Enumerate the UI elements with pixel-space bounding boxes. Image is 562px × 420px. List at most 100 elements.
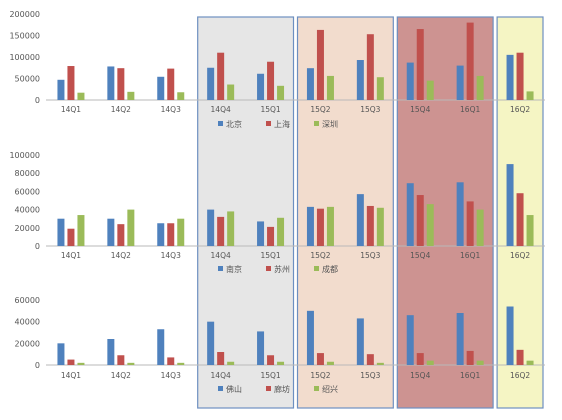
bar-15q2-series-1 xyxy=(306,206,314,246)
x-tick-label: 14Q3 xyxy=(161,371,181,380)
y-tick-label: 60000 xyxy=(15,296,40,305)
bar-15q3-series-1 xyxy=(356,318,364,365)
bar-15q4-series-1 xyxy=(406,62,414,100)
bar-15q4-series-2 xyxy=(416,29,424,100)
x-tick-label: 14Q2 xyxy=(111,371,131,380)
bar-15q4-series-3 xyxy=(426,360,434,365)
legend-swatch xyxy=(314,386,319,391)
panel-1: 0 50000 100000 150000 200000 14Q1 14Q2 14Q3 14Q4… xyxy=(9,10,545,129)
bar-15q2-series-1 xyxy=(306,68,314,100)
y-tick-label: 80000 xyxy=(15,169,40,178)
bar-16q2-series-3 xyxy=(526,91,534,100)
x-tick-label: 14Q2 xyxy=(111,105,131,114)
x-tick-label: 14Q4 xyxy=(211,371,231,380)
x-tick-label: 14Q1 xyxy=(61,371,81,380)
bar-14q2-series-2 xyxy=(117,68,125,100)
x-tick-label: 14Q4 xyxy=(211,251,231,260)
bar-16q1-series-1 xyxy=(456,313,464,365)
legend-label: 北京 xyxy=(226,119,242,129)
bar-14q4-series-1 xyxy=(207,209,215,246)
x-tick-label: 16Q1 xyxy=(460,251,480,260)
x-tick-label: 15Q1 xyxy=(260,105,280,114)
bar-14q1-series-1 xyxy=(57,218,65,246)
bar-14q3-series-1 xyxy=(157,329,165,365)
y-tick-label: 20000 xyxy=(15,224,40,233)
bar-14q3-series-2 xyxy=(167,223,175,246)
bar-15q3-series-1 xyxy=(356,60,364,100)
x-tick-label: 15Q1 xyxy=(260,251,280,260)
legend-label: 成都 xyxy=(322,264,338,274)
bar-16q1-series-3 xyxy=(476,75,484,100)
bar-14q2-series-1 xyxy=(107,66,115,100)
bar-14q4-series-2 xyxy=(217,52,225,100)
x-tick-label: 15Q2 xyxy=(310,371,330,380)
bar-16q2-series-1 xyxy=(506,164,514,246)
y-tick-label: 100000 xyxy=(9,151,40,160)
bar-16q2-series-2 xyxy=(516,52,524,100)
legend-swatch xyxy=(266,266,271,271)
bar-15q4-series-3 xyxy=(426,80,434,100)
bar-15q4-series-1 xyxy=(406,183,414,246)
bar-14q3-series-3 xyxy=(177,362,185,365)
bar-15q2-series-2 xyxy=(316,208,324,246)
bar-14q4-series-2 xyxy=(217,352,225,365)
bar-16q1-series-2 xyxy=(466,22,474,101)
bar-14q3-series-2 xyxy=(167,357,175,365)
legend-swatch xyxy=(218,266,223,271)
bar-14q2-series-3 xyxy=(127,362,135,365)
x-tick-label: 15Q3 xyxy=(360,371,380,380)
bar-15q3-series-2 xyxy=(366,205,374,246)
bar-15q4-series-1 xyxy=(406,315,414,365)
legend-swatch xyxy=(218,386,223,391)
bar-14q4-series-1 xyxy=(207,67,215,100)
x-tick-label: 15Q3 xyxy=(360,105,380,114)
y-tick-label: 40000 xyxy=(15,318,40,327)
x-tick-label: 14Q3 xyxy=(161,251,181,260)
bar-14q1-series-2 xyxy=(67,359,75,365)
bar-15q1-series-1 xyxy=(257,331,265,365)
bar-16q2-series-1 xyxy=(506,54,514,100)
x-tick-label: 15Q4 xyxy=(410,371,430,380)
bar-14q3-series-2 xyxy=(167,68,175,100)
y-tick-label: 150000 xyxy=(9,32,40,41)
x-tick-label: 14Q4 xyxy=(211,105,231,114)
bar-15q4-series-2 xyxy=(416,353,424,365)
legend-swatch xyxy=(266,121,271,126)
bar-14q4-series-3 xyxy=(227,361,235,365)
bar-16q2-series-3 xyxy=(526,215,534,246)
bar-14q2-series-2 xyxy=(117,355,125,365)
bar-16q2-series-1 xyxy=(506,306,514,365)
bar-16q1-series-2 xyxy=(466,350,474,365)
x-tick-label: 15Q2 xyxy=(310,105,330,114)
bar-16q2-series-2 xyxy=(516,349,524,365)
bar-14q1-series-3 xyxy=(77,362,85,365)
bar-14q1-series-2 xyxy=(67,228,75,246)
legend: 南京 苏州 成都 xyxy=(218,264,338,274)
bar-14q1-series-3 xyxy=(77,92,85,100)
legend-label: 廊坊 xyxy=(274,384,290,394)
bar-15q3-series-3 xyxy=(376,77,384,100)
y-tick-label: 40000 xyxy=(15,206,40,215)
legend-label: 南京 xyxy=(226,264,242,274)
bar-15q2-series-2 xyxy=(316,353,324,365)
bar-15q2-series-3 xyxy=(326,75,334,100)
y-tick-label: 20000 xyxy=(15,339,40,348)
y-tick-label: 200000 xyxy=(9,10,40,19)
legend-swatch xyxy=(314,121,319,126)
bar-15q3-series-3 xyxy=(376,207,384,246)
bar-16q2-series-3 xyxy=(526,360,534,365)
bar-14q2-series-3 xyxy=(127,91,135,100)
bar-15q1-series-1 xyxy=(257,73,265,100)
bar-14q3-series-3 xyxy=(177,218,185,246)
bar-14q4-series-2 xyxy=(217,216,225,246)
legend-label: 苏州 xyxy=(274,264,290,274)
bar-16q1-series-3 xyxy=(476,209,484,246)
x-tick-label: 16Q1 xyxy=(460,371,480,380)
x-tick-label: 15Q2 xyxy=(310,251,330,260)
bar-14q2-series-1 xyxy=(107,339,115,365)
bar-14q3-series-3 xyxy=(177,92,185,100)
legend: 北京 上海 深圳 xyxy=(218,119,338,129)
bar-14q2-series-3 xyxy=(127,209,135,246)
bar-14q1-series-3 xyxy=(77,215,85,246)
